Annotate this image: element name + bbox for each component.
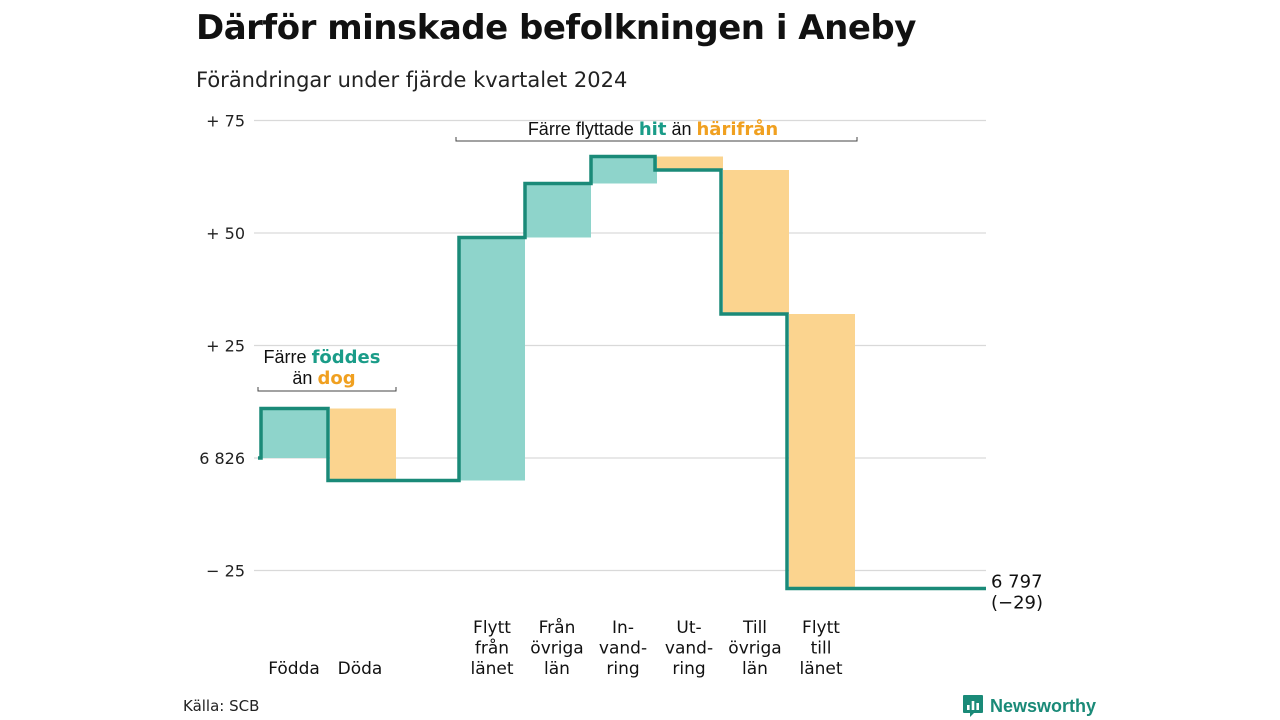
y-tick-label: + 75	[206, 112, 245, 131]
x-category-label: vand-	[599, 639, 647, 659]
annotation-births-line1: Färre föddes	[264, 347, 381, 368]
end-value-label: 6 797	[991, 572, 1043, 593]
waterfall-bar	[330, 408, 396, 481]
brand-name: Newsworthy	[990, 695, 1097, 716]
y-tick-label: + 25	[206, 337, 245, 356]
x-category-label: Flytt	[473, 618, 511, 638]
x-category-label: ring	[672, 659, 705, 679]
x-category-label: övriga	[728, 639, 781, 659]
x-category-label: från	[475, 638, 509, 659]
y-tick-label: 6 826	[199, 449, 245, 468]
waterfall-bar	[591, 156, 657, 184]
x-category-label: län	[544, 659, 570, 679]
x-category-label: länet	[799, 659, 842, 679]
waterfall-bar	[261, 408, 327, 458]
x-category-label: Ut-	[676, 618, 701, 638]
waterfall-bar	[789, 314, 855, 589]
brand-logo[interactable]: Newsworthy	[962, 694, 1096, 718]
x-category-label: län	[742, 659, 768, 679]
x-category-label: övriga	[530, 639, 583, 659]
x-category-label: till	[811, 639, 832, 659]
x-category-label: Till	[742, 618, 767, 638]
waterfall-bar	[459, 237, 525, 481]
page-subtitle: Förändringar under fjärde kvartalet 2024	[196, 68, 628, 92]
page-title: Därför minskade befolkningen i Aneby	[196, 8, 916, 48]
waterfall-bar	[657, 156, 723, 170]
population-step-line	[258, 154, 986, 591]
end-change-label: (−29)	[991, 593, 1043, 614]
x-category-label: Flytt	[802, 618, 840, 638]
x-category-label: ring	[606, 659, 639, 679]
y-tick-label: − 25	[206, 562, 245, 581]
x-category-label: Döda	[338, 659, 383, 679]
y-tick-label: + 50	[206, 224, 245, 243]
annotation-migration-bracket	[455, 137, 858, 142]
x-category-label: vand-	[665, 639, 713, 659]
x-category-label: In-	[612, 618, 634, 638]
waterfall-bar	[723, 170, 789, 314]
annotation-migration: Färre flyttade hit än härifrån	[528, 118, 778, 140]
annotation-births-bracket	[257, 387, 397, 392]
x-category-label: länet	[470, 659, 513, 679]
x-category-label: Från	[539, 617, 576, 638]
newsworthy-icon	[963, 695, 983, 717]
source-label: Källa: SCB	[183, 697, 260, 715]
annotation-births-line2: än dog	[292, 368, 355, 389]
x-category-label: Födda	[268, 659, 320, 679]
waterfall-bar	[525, 183, 591, 238]
